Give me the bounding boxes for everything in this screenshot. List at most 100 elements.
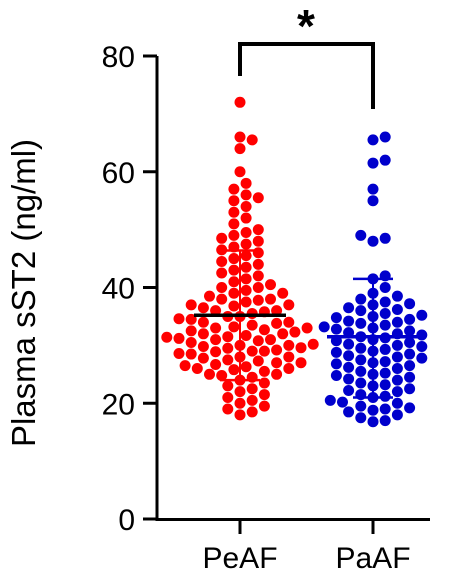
data-point-peaf [228,264,240,276]
data-point-paaf [379,319,391,331]
data-point-peaf [295,342,307,354]
data-point-paaf [367,183,379,195]
data-point-peaf [228,321,240,333]
data-point-paaf [404,360,416,372]
data-point-peaf [228,287,240,299]
data-point-peaf [197,316,209,328]
data-point-paaf [355,365,367,377]
data-point-paaf [343,338,355,350]
data-point-paaf [343,406,355,418]
y-axis-label: Plasma sST2 (ng/ml) [5,139,42,447]
data-point-paaf [379,308,391,320]
data-point-peaf [246,406,258,418]
data-point-peaf [228,300,240,312]
data-point-paaf [404,371,416,383]
data-point-peaf [204,290,215,302]
data-point-peaf [234,166,246,178]
data-point-peaf [307,338,319,350]
data-point-peaf [185,313,197,325]
data-point-paaf [355,305,367,317]
data-point-paaf [367,134,379,146]
data-point-paaf [379,403,391,415]
data-point-paaf [367,235,379,247]
data-point-paaf [355,293,367,305]
data-point-peaf [191,363,203,375]
data-point-peaf [234,386,246,398]
data-point-paaf [391,409,403,421]
data-point-paaf [379,415,391,427]
data-point-peaf [240,296,252,308]
data-point-peaf [240,212,252,224]
data-point-paaf [355,229,367,241]
data-point-paaf [404,402,416,414]
data-point-peaf [258,365,270,377]
data-point-paaf [404,383,416,395]
data-point-paaf [330,369,342,381]
data-point-paaf [379,154,391,166]
data-point-paaf [404,348,416,360]
data-point-peaf [228,218,240,230]
data-point-peaf [246,394,258,406]
data-point-paaf [416,352,428,364]
data-point-peaf [240,177,252,189]
data-point-paaf [379,131,391,143]
data-point-paaf [343,373,355,385]
data-point-peaf [252,258,264,270]
data-point-peaf [252,294,264,306]
data-point-peaf [240,189,252,201]
data-point-paaf [367,195,379,207]
data-point-peaf [252,335,264,347]
data-point-peaf [301,322,313,334]
data-point-paaf [330,358,342,370]
data-point-paaf [330,346,342,358]
data-point-peaf [173,332,185,344]
data-point-peaf [240,273,252,285]
data-point-peaf [197,341,209,353]
data-point-paaf [391,363,403,375]
y-ticks-layer: 0 20 40 60 80 [102,41,157,537]
data-point-peaf [222,380,234,392]
data-point-peaf [216,369,228,381]
data-point-peaf [252,224,264,236]
data-point-peaf [222,331,234,343]
data-point-paaf [355,354,367,366]
data-point-paaf [355,317,367,329]
data-point-paaf [379,343,391,355]
data-point-peaf [240,261,252,273]
data-point-peaf [277,287,289,299]
data-point-peaf [222,342,234,354]
data-point-paaf [379,367,391,379]
y-tick-label: 40 [102,273,135,306]
data-point-peaf [252,235,264,247]
data-point-peaf [283,339,295,351]
data-point-peaf [240,200,252,212]
data-point-paaf [404,298,416,310]
data-point-paaf [379,296,391,308]
data-point-peaf [179,360,191,372]
data-point-peaf [252,192,264,204]
data-point-paaf [379,379,391,391]
data-point-peaf [271,317,283,329]
data-point-peaf [210,346,222,358]
data-point-peaf [197,352,209,364]
data-point-peaf [185,325,197,337]
data-point-peaf [295,357,307,369]
data-point-paaf [379,282,391,293]
data-point-peaf [283,351,295,363]
data-point-peaf [240,227,252,239]
data-point-peaf [210,358,222,370]
y-tick-label: 80 [102,41,135,74]
data-point-peaf [185,299,197,311]
data-point-paaf [391,316,403,328]
data-point-paaf [343,385,355,397]
data-point-peaf [228,206,240,218]
data-point-paaf [416,309,428,321]
data-point-peaf [271,357,283,369]
data-point-peaf [216,255,228,267]
data-point-paaf [391,374,403,386]
data-point-paaf [391,303,403,315]
data-point-peaf [197,302,209,314]
data-point-paaf [324,394,336,406]
significance-bracket [238,42,375,109]
